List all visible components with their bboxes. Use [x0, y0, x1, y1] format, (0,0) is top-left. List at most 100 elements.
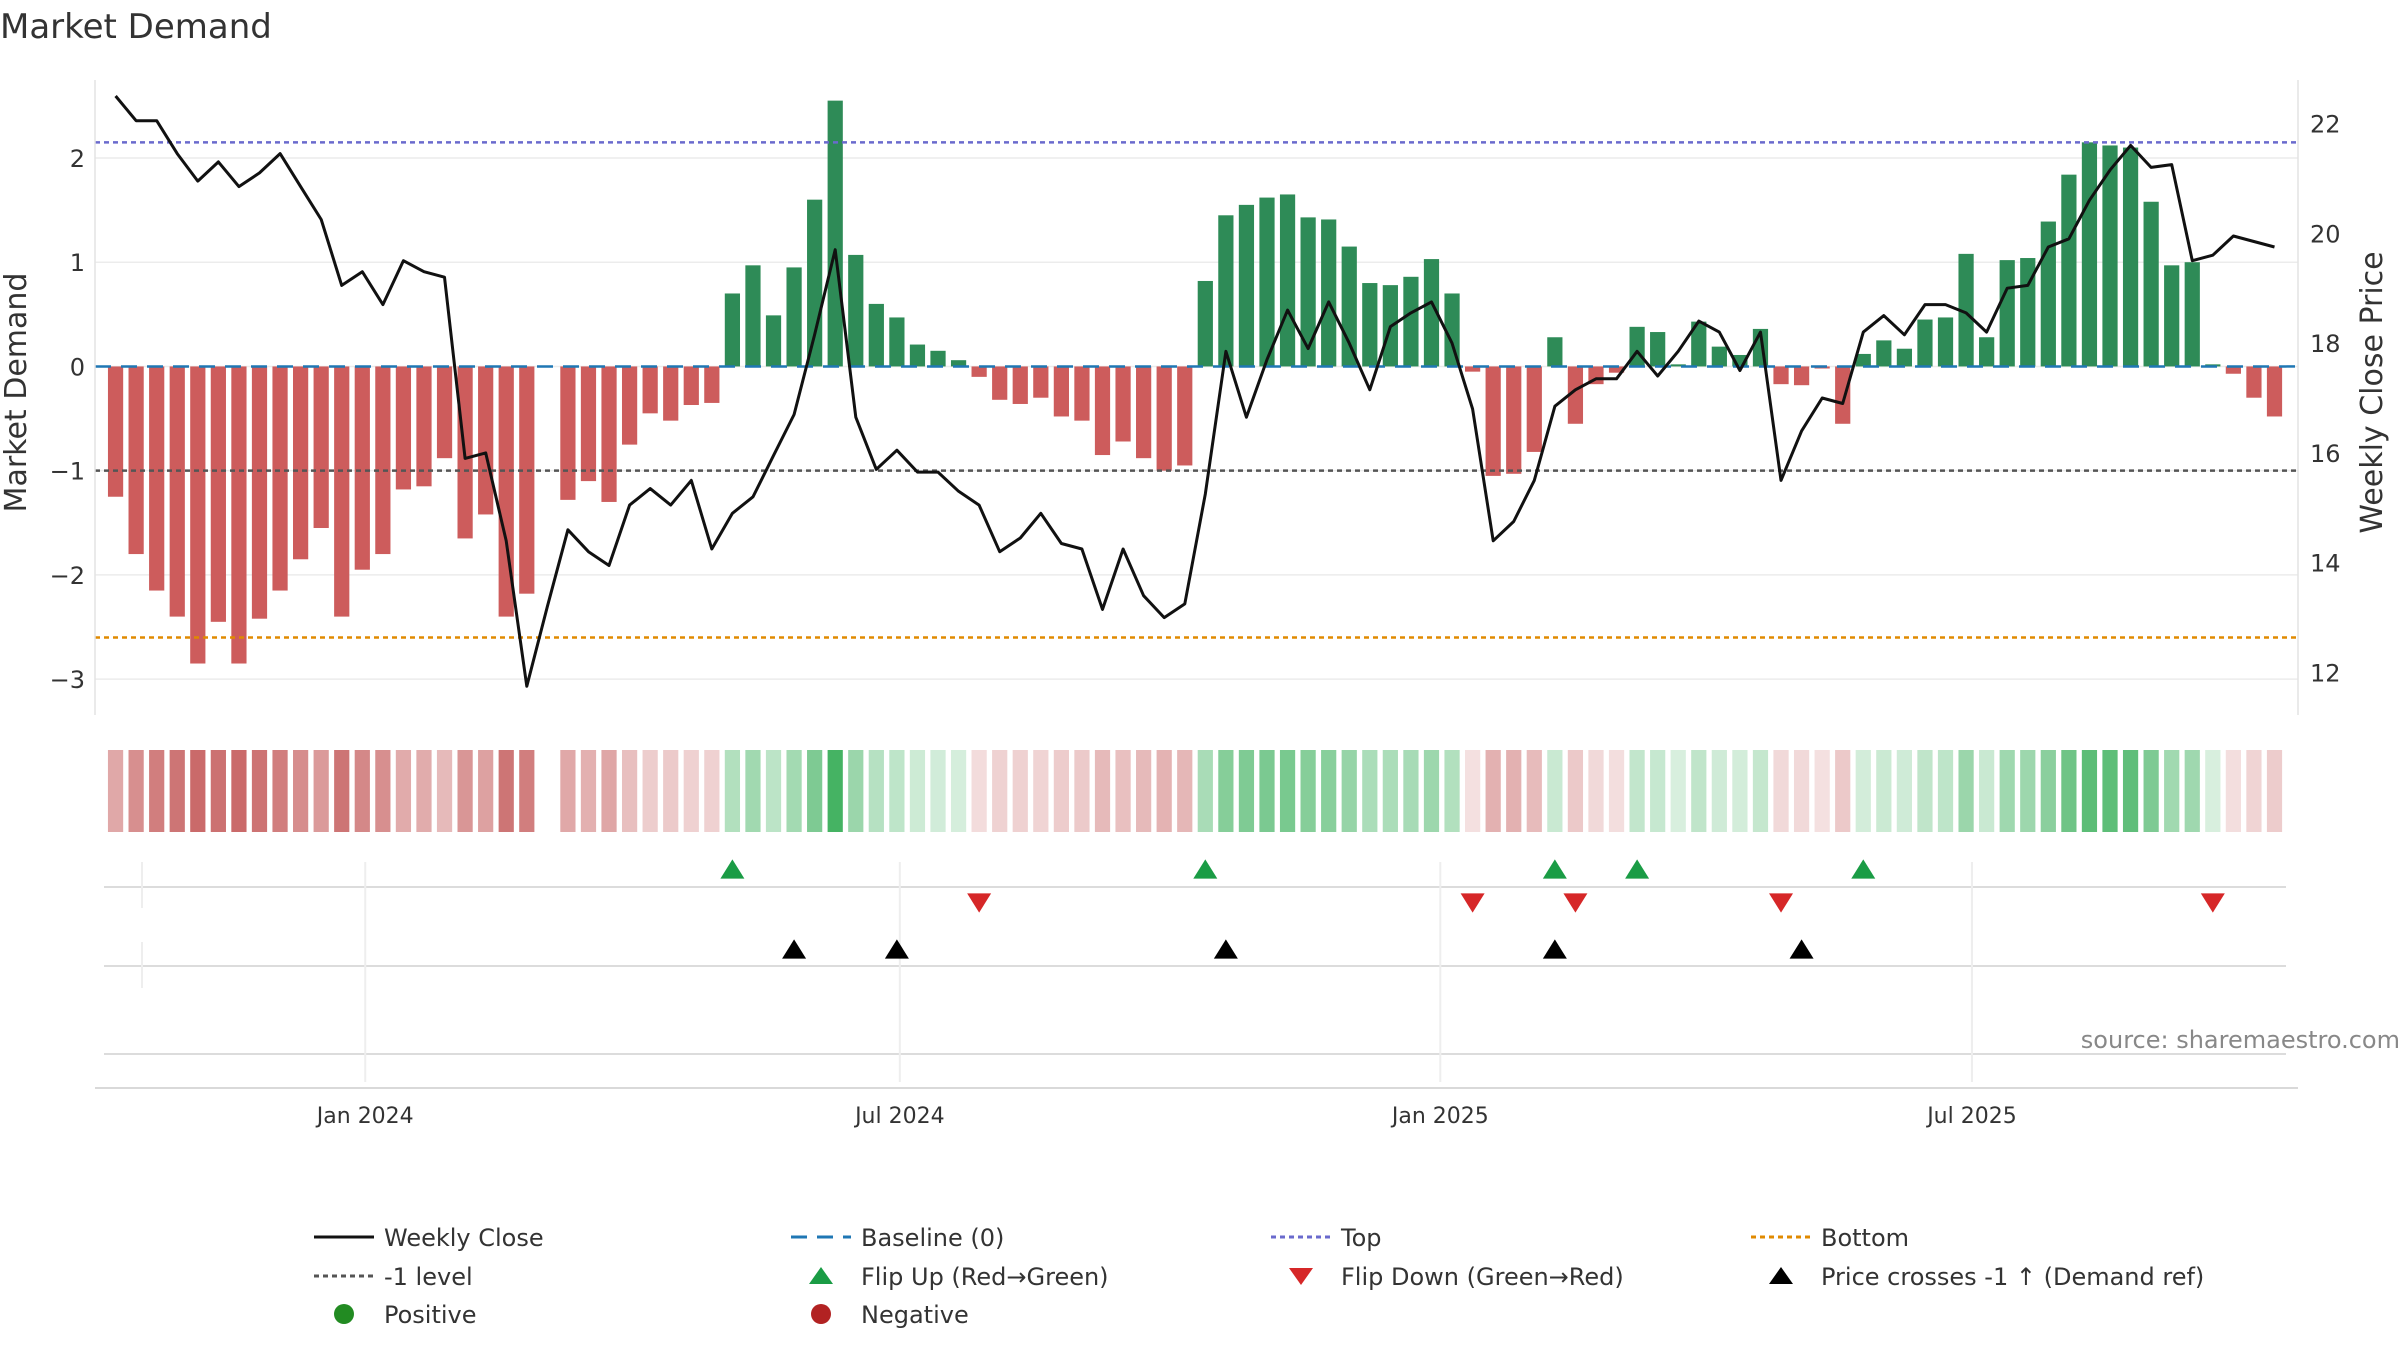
strip-cell: [1752, 750, 1769, 832]
legend-label: Top: [1340, 1224, 1382, 1252]
strip-cell: [1321, 750, 1337, 832]
demand-bar: [2061, 174, 2077, 367]
demand-bar: [1567, 366, 1584, 424]
demand-bar: [683, 366, 699, 406]
demand-bar: [1485, 366, 1501, 476]
strip-cell: [334, 750, 350, 832]
legend-item: Negative: [811, 1301, 969, 1329]
legend-swatch: [334, 1304, 354, 1324]
strip-cell: [1979, 750, 1995, 832]
strip-cell: [1177, 750, 1193, 832]
legend-label: -1 level: [384, 1263, 473, 1291]
demand-bar: [1937, 317, 1954, 367]
demand-bar: [909, 344, 926, 367]
demand-bar: [889, 317, 905, 367]
legend-item: Baseline (0): [791, 1224, 1004, 1252]
demand-bar: [1156, 366, 1172, 471]
strip-cell: [704, 750, 720, 832]
demand-bar: [478, 366, 494, 515]
demand-bar: [1177, 366, 1193, 466]
demand-bar: [1136, 366, 1152, 459]
left-tick-label: −2: [50, 562, 85, 590]
x-tick-label: Jul 2024: [853, 1104, 945, 1129]
demand-bar: [395, 366, 412, 490]
strip-cell: [1711, 750, 1727, 832]
strip-cell: [1403, 750, 1419, 832]
legend-label: Negative: [861, 1301, 969, 1329]
legend-item: -1 level: [314, 1263, 473, 1291]
legend-item: Positive: [334, 1301, 477, 1329]
strip-cell: [848, 750, 864, 832]
demand-bars: [107, 100, 2283, 664]
demand-bar: [1094, 366, 1111, 456]
demand-bar: [1279, 194, 1296, 367]
demand-bar: [107, 366, 124, 497]
demand-bar: [128, 366, 144, 555]
strip-cell: [416, 750, 432, 832]
demand-bar: [663, 366, 679, 421]
demand-bar: [1403, 276, 1419, 367]
demand-bar: [807, 199, 823, 367]
demand-bar: [1012, 366, 1028, 404]
flip-down-marker: [2200, 893, 2225, 913]
strip-cell: [1670, 750, 1686, 832]
strip-cell: [2143, 750, 2159, 832]
strip-cell: [560, 750, 576, 832]
demand-bar: [868, 303, 884, 367]
demand-bar: [1773, 366, 1789, 385]
strip-cell: [1197, 750, 1213, 832]
left-axis-title: Market Demand: [0, 273, 34, 513]
strip-cell: [1814, 750, 1830, 832]
legend: Weekly Close Baseline (0) Top Bottom -1 leve…: [314, 1224, 2204, 1329]
demand-bar: [601, 366, 617, 502]
legend-label: Weekly Close: [384, 1224, 544, 1252]
strip-cell: [313, 750, 329, 832]
demand-bar: [1732, 354, 1748, 367]
right-tick-label: 12: [2310, 660, 2341, 688]
demand-bar: [827, 100, 843, 367]
demand-bar: [2122, 147, 2139, 367]
demand-bar: [1650, 332, 1666, 367]
strip-cell: [683, 750, 699, 832]
demand-bar: [1033, 366, 1049, 398]
demand-bar: [313, 366, 329, 529]
demand-bar: [2102, 145, 2118, 367]
demand-bar: [251, 366, 268, 619]
demand-bar: [950, 360, 967, 367]
right-tick-label: 18: [2310, 330, 2341, 358]
demand-bar: [1238, 204, 1255, 367]
strip-cell: [251, 750, 268, 832]
strip-cell: [2225, 750, 2241, 832]
legend-label: Bottom: [1821, 1224, 1909, 1252]
strip-cell: [1362, 750, 1378, 832]
strip-cell: [2061, 750, 2077, 832]
demand-bar: [1999, 260, 2015, 367]
strip-cell: [2184, 750, 2200, 832]
strip-cell: [930, 750, 946, 832]
left-tick-label: 2: [70, 145, 85, 173]
demand-bar: [745, 265, 761, 367]
strip-cell: [107, 750, 124, 832]
price-cross-marker: [782, 939, 807, 959]
strip-cell: [1567, 750, 1584, 832]
demand-color-strip: [107, 750, 2283, 832]
demand-bar: [149, 366, 165, 591]
strip-cell: [807, 750, 823, 832]
strip-cell: [1444, 750, 1460, 832]
demand-bar: [2081, 142, 2098, 367]
strip-cell: [1526, 750, 1542, 832]
demand-bar: [1259, 197, 1275, 367]
right-tick-label: 14: [2310, 550, 2341, 578]
left-tick-label: 0: [70, 353, 85, 381]
signal-panels: Jan 2024 Jul 2024 Jan 2025 Jul 2025: [95, 859, 2298, 1129]
strip-cell: [827, 750, 843, 832]
chart-title: Market Demand: [0, 7, 272, 47]
strip-cell: [1629, 750, 1645, 832]
demand-bar: [1053, 366, 1069, 417]
demand-bar: [1218, 215, 1234, 367]
strip-cell: [889, 750, 905, 832]
demand-bar: [2040, 221, 2056, 367]
legend-item: Flip Up (Red→Green): [809, 1263, 1109, 1291]
strip-cell: [601, 750, 617, 832]
strip-cell: [375, 750, 391, 832]
